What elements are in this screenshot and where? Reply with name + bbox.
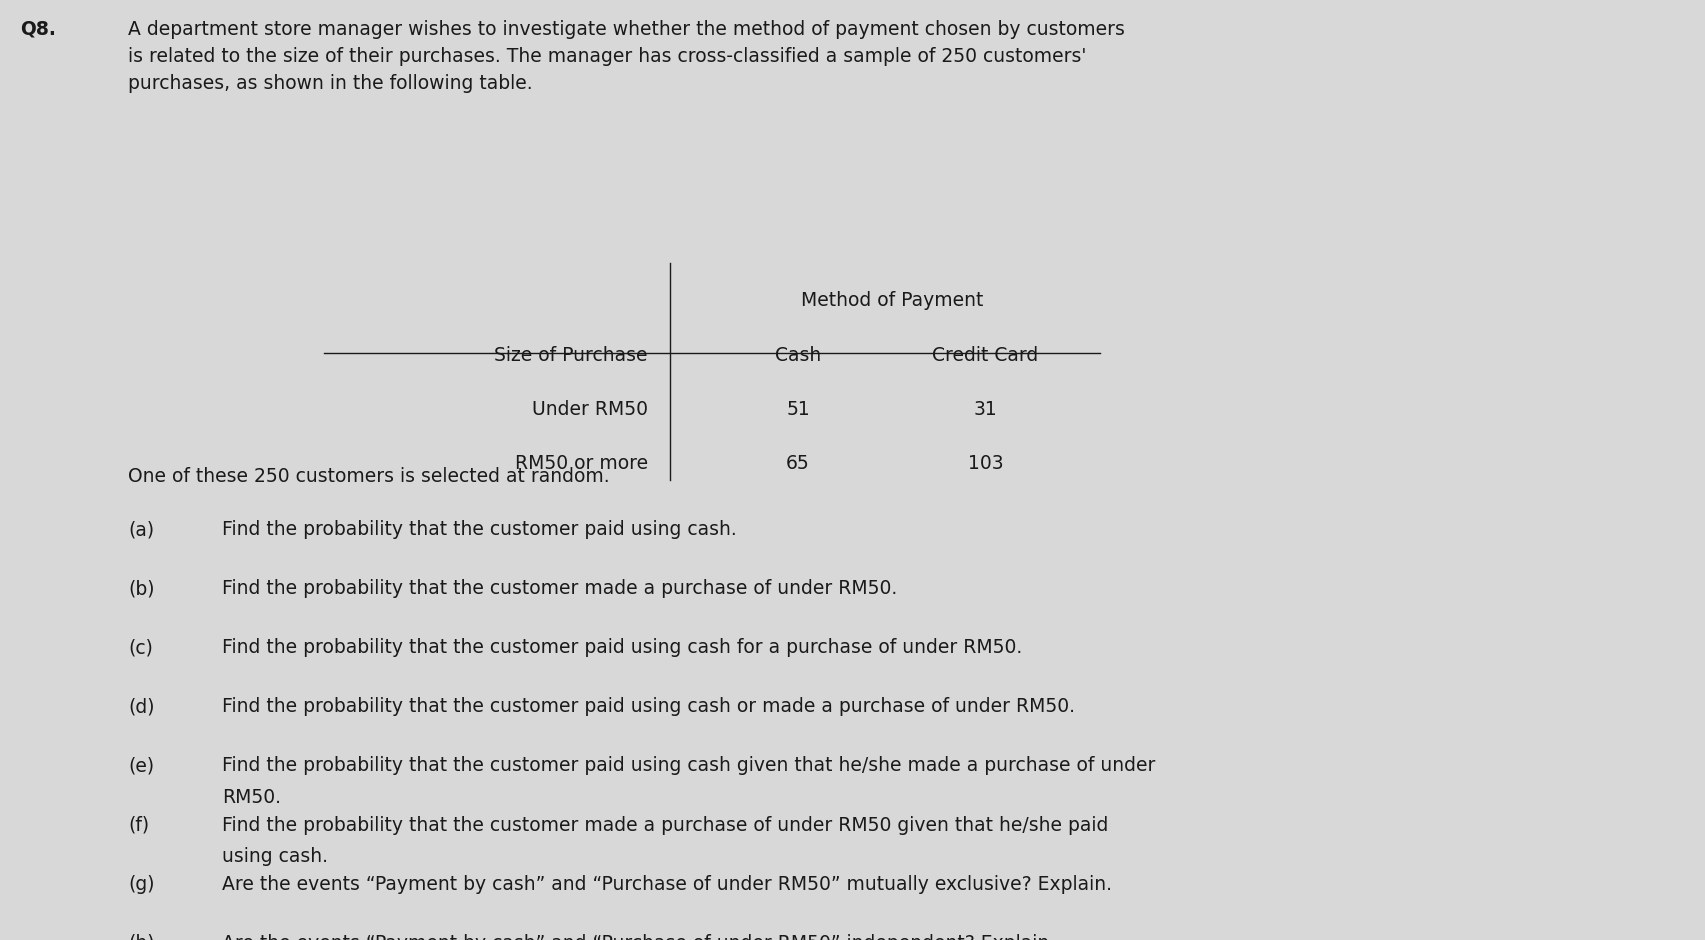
- Text: (b): (b): [128, 579, 155, 599]
- Text: (h): (h): [128, 933, 155, 940]
- Text: Find the probability that the customer made a purchase of under RM50 given that : Find the probability that the customer m…: [222, 816, 1108, 835]
- Text: using cash.: using cash.: [222, 848, 327, 867]
- Text: 65: 65: [786, 454, 810, 473]
- Text: RM50 or more: RM50 or more: [515, 454, 648, 473]
- Text: Find the probability that the customer paid using cash given that he/she made a : Find the probability that the customer p…: [222, 757, 1154, 776]
- Text: (g): (g): [128, 874, 155, 894]
- Text: (c): (c): [128, 638, 153, 657]
- Text: A department store manager wishes to investigate whether the method of payment c: A department store manager wishes to inv…: [128, 20, 1125, 93]
- Text: Under RM50: Under RM50: [532, 400, 648, 419]
- Text: (a): (a): [128, 520, 153, 540]
- Text: Find the probability that the customer paid using cash.: Find the probability that the customer p…: [222, 520, 737, 540]
- Text: (f): (f): [128, 816, 148, 835]
- Text: 31: 31: [974, 400, 997, 419]
- Text: Are the events “Payment by cash” and “Purchase of under RM50” independent? Expla: Are the events “Payment by cash” and “Pu…: [222, 933, 1055, 940]
- Text: Size of Purchase: Size of Purchase: [494, 346, 648, 365]
- Text: RM50.: RM50.: [222, 789, 281, 807]
- Text: Are the events “Payment by cash” and “Purchase of under RM50” mutually exclusive: Are the events “Payment by cash” and “Pu…: [222, 874, 1112, 894]
- Text: Find the probability that the customer paid using cash or made a purchase of und: Find the probability that the customer p…: [222, 697, 1074, 716]
- Text: Credit Card: Credit Card: [933, 346, 1038, 365]
- Text: (d): (d): [128, 697, 155, 716]
- Text: Find the probability that the customer paid using cash for a purchase of under R: Find the probability that the customer p…: [222, 638, 1021, 657]
- Text: (e): (e): [128, 757, 153, 776]
- Text: 103: 103: [968, 454, 1003, 473]
- Text: Method of Payment: Method of Payment: [801, 291, 982, 310]
- Text: Find the probability that the customer made a purchase of under RM50.: Find the probability that the customer m…: [222, 579, 897, 599]
- Text: 51: 51: [786, 400, 810, 419]
- Text: Cash: Cash: [774, 346, 822, 365]
- Text: Q8.: Q8.: [20, 20, 56, 39]
- Text: One of these 250 customers is selected at random.: One of these 250 customers is selected a…: [128, 467, 609, 486]
